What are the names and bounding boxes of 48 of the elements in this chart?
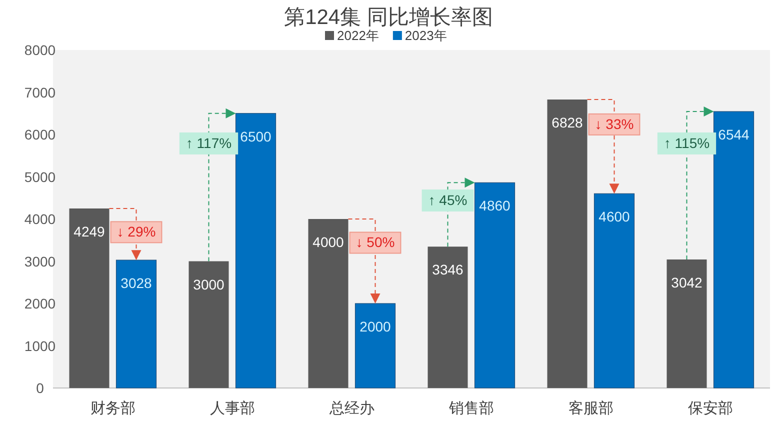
data-label: 6828 [552, 114, 584, 131]
y-tick-label: 7000 [24, 84, 56, 100]
bar [235, 113, 276, 388]
data-label: 3028 [120, 275, 152, 292]
bar [594, 193, 635, 388]
y-tick-label: 8000 [24, 42, 56, 58]
bar [354, 303, 396, 388]
data-label: 4000 [312, 234, 344, 250]
chart-title: 第124集 同比增长率图 [284, 6, 493, 29]
x-tick-label: 客服部 [568, 400, 614, 417]
data-label: 6544 [718, 126, 750, 143]
annotation: ↑ 45% [428, 192, 468, 208]
data-label: 2000 [360, 318, 392, 334]
bar [308, 219, 348, 388]
bar [474, 182, 516, 388]
data-label: 4860 [479, 198, 511, 214]
bar [713, 111, 754, 388]
annotation: ↑ 117% [186, 134, 232, 151]
legend-label: 2023年 [404, 28, 447, 43]
bar [666, 259, 707, 388]
x-tick-label: 保安部 [688, 400, 733, 417]
y-tick-label: 5000 [24, 168, 56, 185]
legend-label: 2022年 [337, 28, 379, 43]
y-tick-label: 1000 [24, 338, 56, 354]
y-tick-label: 2000 [24, 296, 56, 312]
y-tick-label: 3000 [24, 253, 56, 270]
data-label: 3000 [193, 276, 225, 292]
data-label: 3042 [671, 274, 703, 290]
x-tick-label: 销售部 [448, 400, 494, 417]
bar [188, 261, 229, 388]
x-tick-label: 财务部 [90, 400, 136, 417]
y-tick-label: 6000 [24, 126, 56, 142]
data-label: 3346 [432, 262, 464, 278]
data-label: 4249 [74, 223, 106, 240]
x-tick-label: 人事部 [210, 400, 255, 417]
annotation: ↑ 115% [664, 134, 710, 151]
bar [547, 100, 588, 388]
annotation: ↓ 29% [116, 224, 156, 240]
annotation: ↓ 33% [594, 116, 634, 132]
y-tick-label: 0 [36, 380, 44, 396]
bar [428, 246, 468, 388]
y-tick-label: 4000 [24, 211, 56, 227]
data-label: 4600 [598, 208, 630, 225]
bar [69, 208, 110, 388]
x-tick-label: 总经办 [328, 400, 374, 417]
bar [116, 260, 157, 388]
annotation: ↓ 50% [356, 234, 395, 250]
data-label: 6500 [240, 128, 272, 144]
